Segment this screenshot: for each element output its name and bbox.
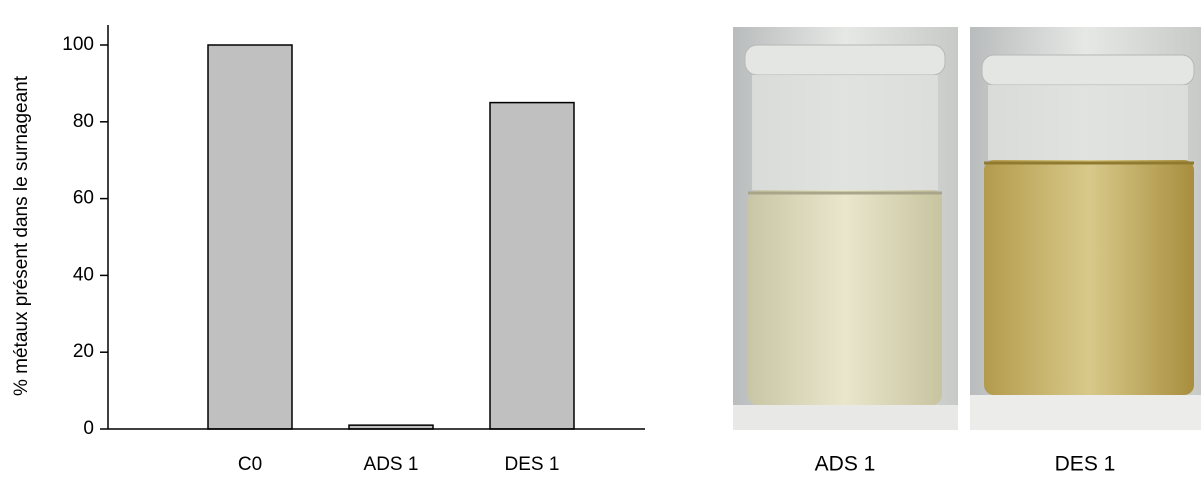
bar: [207, 44, 293, 430]
plot: 0 20 40 60 80 100 C0 ADS 1 DES 1: [62, 25, 645, 475]
y-axis-label: % métaux présent dans le surnageant: [11, 75, 32, 396]
x-tick-label: C0: [238, 454, 262, 475]
y-tick-label: 80: [73, 111, 94, 132]
photo-caption: DES 1: [1055, 453, 1116, 476]
photo: [733, 27, 958, 430]
photo: [970, 27, 1201, 430]
x-tick-label: DES 1: [505, 454, 560, 475]
y-tick-label: 0: [83, 418, 94, 439]
bar: [489, 101, 575, 430]
y-tick-label: 40: [73, 264, 94, 285]
y-tick-label: 60: [73, 188, 94, 209]
y-tick-label: 20: [73, 341, 94, 362]
y-tick-label: 100: [62, 34, 94, 55]
x-tick-label: ADS 1: [364, 454, 419, 475]
photo-caption: ADS 1: [815, 453, 876, 476]
